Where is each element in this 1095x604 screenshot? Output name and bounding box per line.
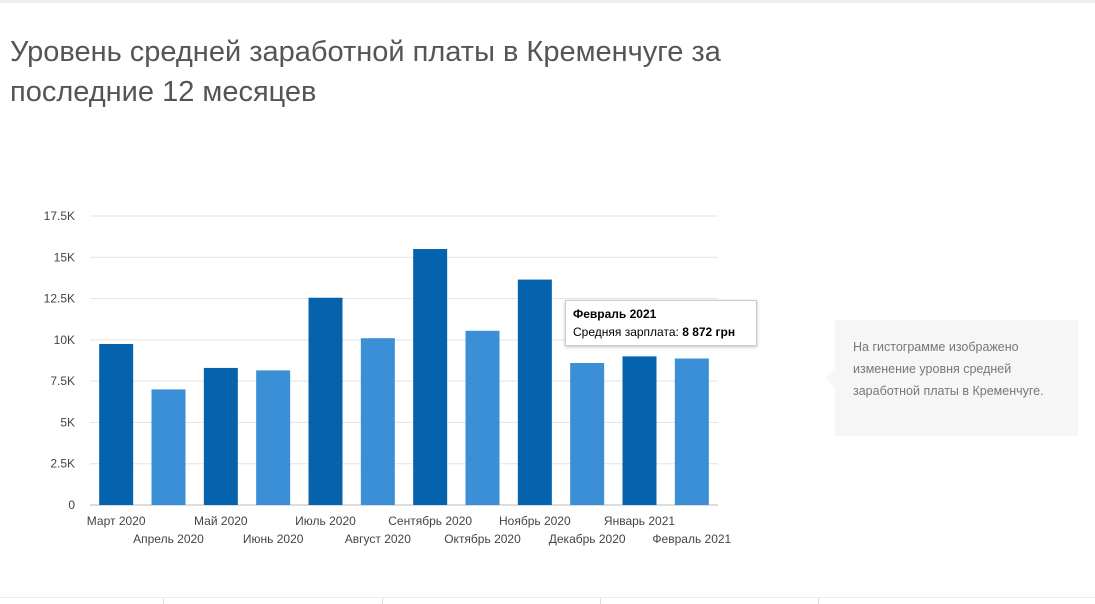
x-tick-label: Июль 2020 — [295, 514, 356, 528]
y-tick-label: 2.5K — [50, 457, 75, 471]
y-tick-label: 5K — [60, 415, 75, 429]
x-axis-ticks: Март 2020 Апрель 2020 Май 2020 Июнь 2020 Июл… — [87, 514, 732, 546]
bar[interactable] — [622, 356, 657, 505]
x-tick-label: Февраль 2021 — [652, 532, 731, 546]
bar[interactable] — [517, 279, 552, 505]
bars — [99, 249, 709, 505]
x-tick-label: Июнь 2020 — [243, 532, 304, 546]
y-tick-label: 17.5K — [44, 209, 75, 223]
x-tick-label: Март 2020 — [87, 514, 146, 528]
x-tick-label: Сентябрь 2020 — [388, 514, 472, 528]
footer-divider — [0, 597, 1095, 598]
grid-lines — [90, 215, 718, 506]
y-tick-label: 12.5K — [44, 292, 75, 306]
bar[interactable] — [413, 249, 448, 505]
footer-separator — [600, 598, 601, 604]
y-tick-label: 10K — [54, 333, 75, 347]
bar[interactable] — [151, 389, 186, 505]
bar[interactable] — [465, 330, 500, 505]
x-tick-label: Май 2020 — [194, 514, 248, 528]
y-tick-label: 0 — [68, 498, 75, 512]
chart-description: На гистограмме изображено изменение уров… — [825, 320, 1078, 436]
tooltip-row: Средняя зарплата: 8 872 грн — [573, 325, 749, 339]
x-tick-label: Апрель 2020 — [133, 532, 204, 546]
x-tick-label: Август 2020 — [345, 532, 411, 546]
y-tick-label: 15K — [54, 250, 75, 264]
footer-separator — [818, 598, 819, 604]
x-tick-label: Ноябрь 2020 — [499, 514, 571, 528]
footer-separator — [382, 598, 383, 604]
y-axis-ticks: 0 2.5K 5K 7.5K 10K 12.5K 15K 17.5K — [44, 209, 76, 512]
x-tick-label: Декабрь 2020 — [549, 532, 626, 546]
top-border — [0, 0, 1095, 3]
tooltip-value: 8 872 грн — [682, 325, 736, 339]
x-tick-label: Январь 2021 — [604, 514, 675, 528]
tooltip-label: Средняя зарплата: — [573, 325, 679, 339]
y-tick-label: 7.5K — [50, 374, 75, 388]
tooltip-title: Февраль 2021 — [573, 307, 657, 321]
bar[interactable] — [360, 338, 395, 505]
bar[interactable] — [203, 367, 238, 505]
salary-bar-chart: 0 2.5K 5K 7.5K 10K 12.5K 15K 17.5K Март 2020 Апр… — [44, 209, 732, 546]
page-title: Уровень средней заработной платы в Креме… — [10, 36, 721, 108]
bar[interactable] — [674, 358, 709, 505]
bar[interactable] — [308, 297, 343, 505]
bar[interactable] — [570, 362, 605, 505]
bar[interactable] — [256, 370, 291, 505]
chart-tooltip: Февраль 2021 Средняя зарплата: 8 872 грн — [565, 300, 757, 346]
footer-separator — [163, 598, 164, 604]
x-tick-label: Октябрь 2020 — [444, 532, 521, 546]
bar[interactable] — [99, 343, 134, 505]
